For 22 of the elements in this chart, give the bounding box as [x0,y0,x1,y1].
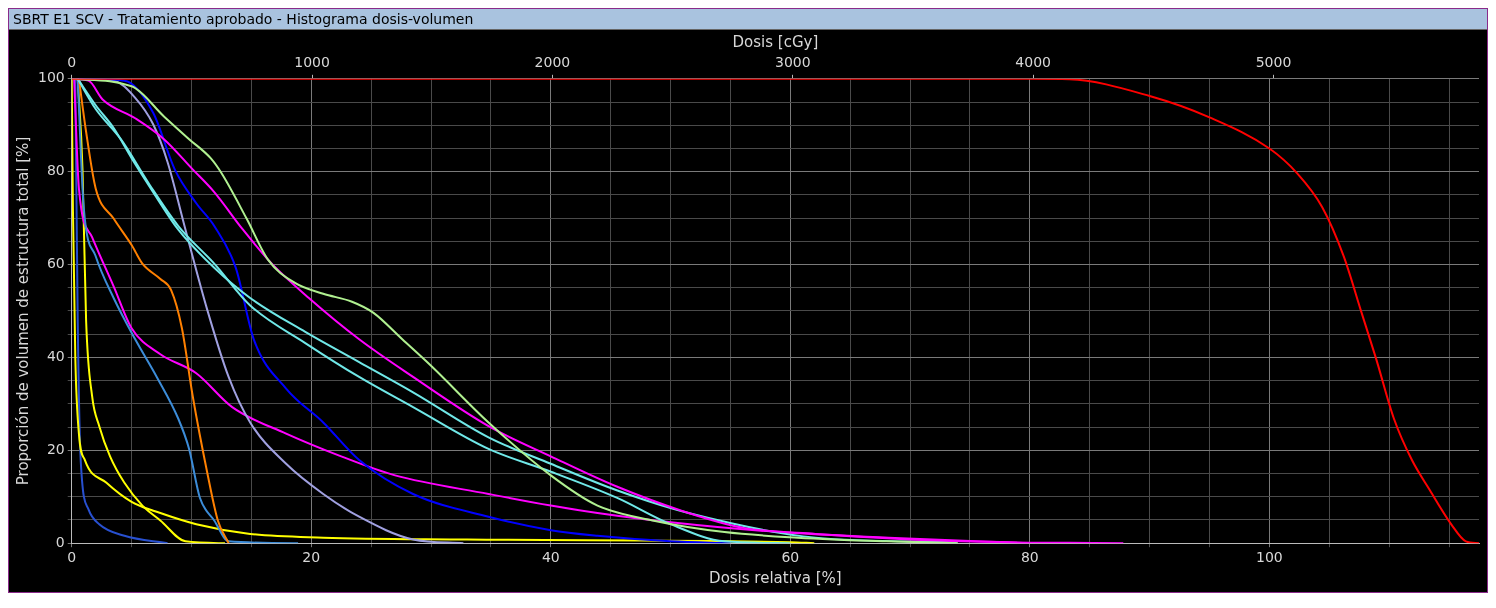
x2-tick-label: 3000 [774,54,811,71]
x-tick-label: 100 [1256,549,1283,566]
x-tick-label: 0 [67,549,77,566]
x-axis-title: Dosis relativa [%] [709,568,842,587]
y-tick-label: 0 [55,533,65,550]
x2-tick-label: 0 [67,54,77,71]
x2-tick-label: 2000 [534,54,571,71]
x2-tick-label: 5000 [1255,54,1292,71]
x-tick-label: 60 [781,549,800,566]
x2-tick-label: 4000 [1015,54,1051,71]
y-axis-title: Proporción de volumen de estructura total [%] [13,136,32,486]
x2-axis-title: Dosis [cGy] [732,32,819,51]
y-tick-label: 20 [46,440,65,457]
x2-tick-label: 1000 [294,54,330,71]
y-tick-label: 80 [46,162,65,179]
y-tick-label: 100 [37,69,65,86]
x-tick-label: 20 [302,549,321,566]
chart-title: SBRT E1 SCV - Tratamiento aprobado - Histograma dosis-volumen [9,9,1487,30]
x-tick-label: 40 [541,549,560,566]
y-tick-label: 40 [46,348,65,365]
x-tick-label: 80 [1020,549,1039,566]
y-tick-label: 60 [46,255,65,272]
